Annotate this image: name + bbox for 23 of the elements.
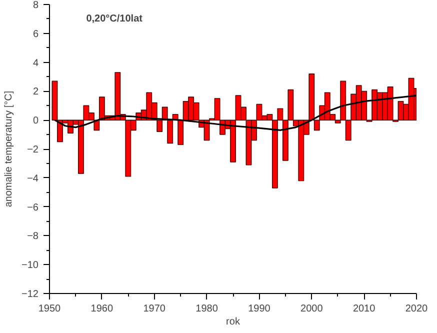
x-tick-label: 1980 <box>196 304 218 314</box>
y-tick-label: 0 <box>32 116 39 127</box>
x-axis-title: rok <box>226 316 241 328</box>
x-tick-label: 1960 <box>90 304 114 314</box>
x-tick-label: 2010 <box>352 304 376 314</box>
y-tick-label: 2 <box>32 86 39 98</box>
x-tick-label: 1970 <box>143 304 166 314</box>
y-tick-label: 4 <box>32 58 39 69</box>
y-tick-label: 8 <box>32 0 39 11</box>
y-tick-label: −6 <box>27 202 39 214</box>
y-tick-label: −4 <box>27 173 39 184</box>
y-axis-title: anomalie temperatury [°C] <box>4 90 15 208</box>
y-tick-label: −8 <box>27 231 39 242</box>
x-tick-label: 1950 <box>38 304 62 314</box>
y-tick-label: 6 <box>32 28 39 40</box>
x-tick-label: 2020 <box>405 304 428 314</box>
x-tick-label: 1990 <box>248 304 271 314</box>
y-tick-label: −2 <box>27 144 39 156</box>
line-series <box>54 94 416 132</box>
y-tick-label: −12 <box>22 289 39 300</box>
y-tick-label: −10 <box>22 260 39 272</box>
annotation: 0,20°C/10lat <box>86 13 144 24</box>
x-tick-label: 2000 <box>300 304 324 314</box>
